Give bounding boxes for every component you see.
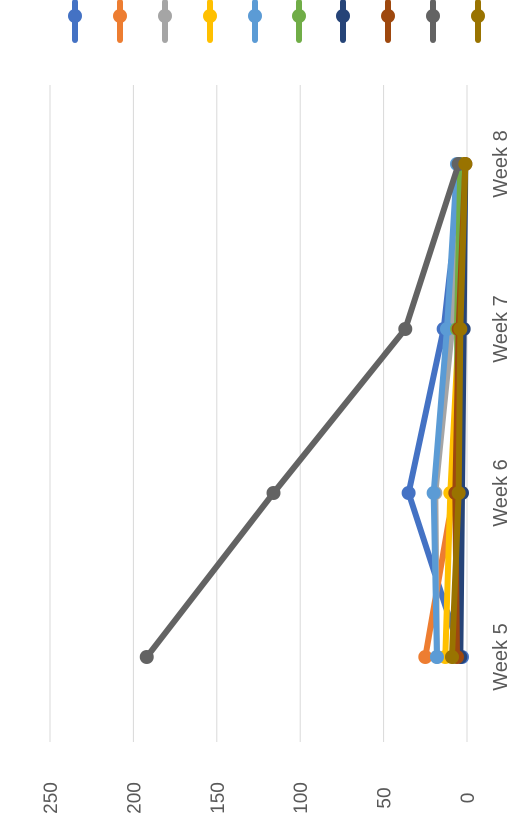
- data-point: [426, 486, 441, 500]
- gridlines: [49, 85, 468, 742]
- data-point: [453, 322, 468, 336]
- value-axis-ticks: 0 50 100 150 200 250: [41, 782, 479, 814]
- legend-marker: [248, 9, 262, 23]
- series-9: [139, 157, 466, 664]
- legend-item: [426, 0, 440, 43]
- series-line: [448, 161, 469, 660]
- legend-item: [471, 0, 485, 43]
- legend-marker: [471, 9, 485, 23]
- category-label: Week 8: [490, 130, 512, 197]
- value-tick-label: 150: [208, 782, 229, 814]
- data-point: [439, 322, 454, 336]
- series-line: [143, 161, 462, 660]
- legend-marker: [158, 9, 172, 23]
- data-point: [451, 486, 466, 500]
- series-line: [430, 161, 460, 660]
- category-axis-labels: Week 5 Week 6 Week 7 Week 8: [490, 130, 512, 690]
- legend-marker: [381, 9, 395, 23]
- data-point: [429, 650, 444, 664]
- category-label: Week 6: [490, 459, 512, 526]
- legend-marker: [426, 9, 440, 23]
- value-tick-label: 250: [41, 782, 62, 814]
- legend-marker: [336, 9, 350, 23]
- legend-item: [68, 0, 82, 43]
- legend-marker: [203, 9, 217, 23]
- legend: [68, 0, 485, 43]
- legend-item: [336, 0, 350, 43]
- value-tick-label: 0: [458, 793, 479, 804]
- data-point: [444, 650, 459, 664]
- data-point: [418, 650, 433, 664]
- legend-item: [203, 0, 217, 43]
- legend-item: [113, 0, 127, 43]
- data-point: [266, 486, 281, 500]
- legend-marker: [292, 9, 306, 23]
- value-tick-label: 50: [375, 787, 396, 808]
- legend-item: [248, 0, 262, 43]
- data-point: [401, 486, 416, 500]
- series-10: [444, 157, 473, 664]
- series-group: [139, 157, 473, 664]
- legend-item: [292, 0, 306, 43]
- value-tick-label: 200: [124, 782, 145, 814]
- data-point: [398, 322, 413, 336]
- legend-marker: [68, 9, 82, 23]
- category-label: Week 5: [490, 623, 512, 690]
- value-tick-label: 100: [291, 782, 312, 814]
- legend-item: [381, 0, 395, 43]
- legend-marker: [113, 9, 127, 23]
- data-point: [139, 650, 154, 664]
- category-label: Week 7: [490, 295, 512, 362]
- data-point: [458, 157, 473, 171]
- legend-item: [158, 0, 172, 43]
